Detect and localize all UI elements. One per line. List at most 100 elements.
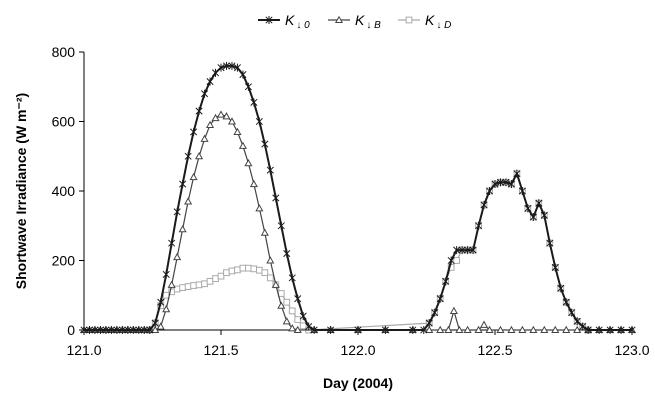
data-point xyxy=(579,322,587,331)
data-point xyxy=(113,326,121,334)
data-point xyxy=(546,239,554,248)
x-axis-title: Day (2004) xyxy=(323,375,393,391)
data-point xyxy=(217,63,225,72)
data-point xyxy=(425,325,434,334)
data-point xyxy=(288,273,296,282)
data-point xyxy=(288,307,296,315)
data-point xyxy=(518,187,526,195)
data-point xyxy=(535,199,543,208)
data-point xyxy=(233,63,241,72)
data-point xyxy=(201,89,209,98)
data-point xyxy=(102,326,110,334)
data-point xyxy=(244,82,252,91)
data-point xyxy=(442,277,450,286)
data-point xyxy=(271,280,280,288)
data-point xyxy=(449,306,458,314)
data-point xyxy=(507,325,516,334)
data-point xyxy=(91,326,99,334)
data-point xyxy=(464,246,472,255)
axes xyxy=(83,52,632,331)
y-tick-label: 0 xyxy=(67,322,75,338)
data-point xyxy=(151,325,160,334)
data-point xyxy=(260,228,269,236)
data-point xyxy=(277,221,285,230)
data-point xyxy=(283,249,291,258)
data-point xyxy=(294,316,302,323)
data-point xyxy=(277,290,285,297)
y-tick-label: 800 xyxy=(52,44,76,60)
data-point xyxy=(212,275,219,282)
x-tick-label: 121.5 xyxy=(203,342,238,358)
x-ticks: 121.0 121.5 122.0 122.5 123.0 xyxy=(66,330,650,358)
data-point xyxy=(293,325,302,334)
data-point xyxy=(334,15,344,24)
data-point xyxy=(234,266,241,274)
x-tick-label: 123.0 xyxy=(614,342,649,358)
data-point xyxy=(475,221,483,230)
series-line xyxy=(84,64,632,331)
data-point xyxy=(453,246,461,255)
data-point xyxy=(200,134,209,142)
data-point xyxy=(469,246,477,255)
data-point xyxy=(436,325,445,334)
data-point xyxy=(124,326,132,334)
data-point xyxy=(140,326,148,334)
data-point xyxy=(217,272,225,280)
data-point xyxy=(299,322,307,330)
data-point xyxy=(162,270,170,279)
data-point xyxy=(265,16,273,24)
data-point xyxy=(135,326,143,334)
y-axis-title: Shortwave Irradiance (W m⁻²) xyxy=(13,93,29,289)
data-point xyxy=(195,281,203,289)
data-point xyxy=(266,166,274,175)
data-point xyxy=(496,178,505,187)
data-point xyxy=(107,326,115,334)
data-point xyxy=(277,301,286,309)
data-point xyxy=(261,269,269,277)
data-point xyxy=(474,325,483,334)
data-point xyxy=(184,283,192,290)
data-point xyxy=(628,326,636,334)
data-point xyxy=(540,211,548,220)
data-point xyxy=(239,70,247,79)
data-point xyxy=(250,265,258,273)
legend-item: K ↓ B xyxy=(328,12,381,31)
data-point xyxy=(606,326,614,334)
y-tick-label: 600 xyxy=(52,114,76,130)
data-point xyxy=(118,326,126,334)
data-point xyxy=(206,77,214,86)
data-point xyxy=(502,178,510,187)
legend-label: K ↓ 0 xyxy=(285,12,310,31)
data-point xyxy=(249,179,258,188)
data-point xyxy=(455,325,464,334)
data-point xyxy=(584,326,592,334)
x-tick-label: 122.0 xyxy=(340,342,375,358)
data-point xyxy=(463,325,472,334)
data-point xyxy=(425,319,433,328)
data-point xyxy=(568,308,576,317)
data-point xyxy=(272,193,280,202)
data-point xyxy=(573,325,582,334)
data-point xyxy=(529,213,537,222)
data-point xyxy=(595,326,603,334)
data-point xyxy=(485,187,494,195)
data-point xyxy=(551,263,559,272)
series-0 xyxy=(80,61,636,334)
data-point xyxy=(233,127,242,135)
data-point xyxy=(179,284,187,291)
data-point xyxy=(562,325,571,334)
data-point xyxy=(327,326,335,334)
data-point xyxy=(201,280,208,288)
data-point xyxy=(206,277,214,285)
data-point xyxy=(255,266,263,274)
data-point xyxy=(283,298,291,306)
data-point xyxy=(184,152,192,161)
data-point xyxy=(491,180,499,189)
data-point xyxy=(173,252,182,261)
data-point xyxy=(354,326,362,334)
data-point xyxy=(250,98,258,107)
data-point xyxy=(524,204,532,213)
data-point xyxy=(223,269,230,277)
data-point xyxy=(167,280,176,288)
